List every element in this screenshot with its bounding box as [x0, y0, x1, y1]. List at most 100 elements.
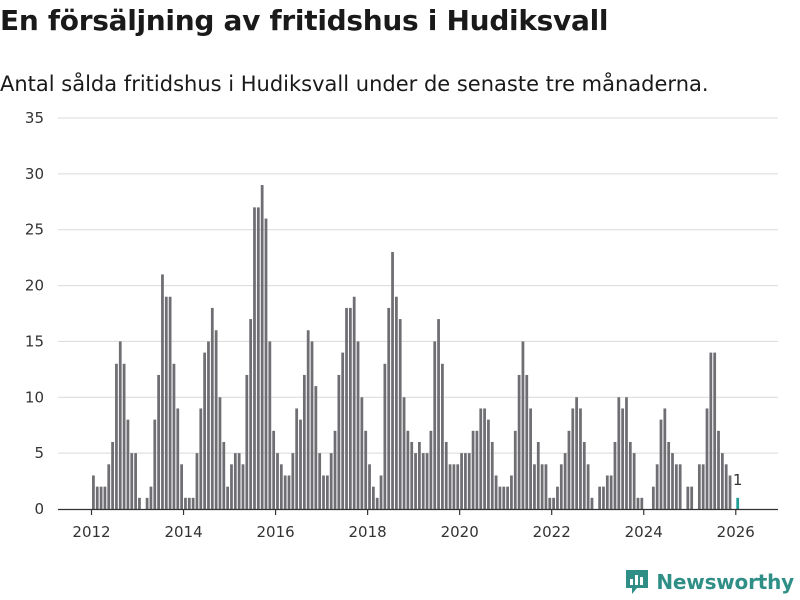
bar [728, 475, 732, 509]
bar [452, 464, 456, 509]
bar [341, 352, 345, 509]
bar [686, 486, 690, 509]
bar [471, 430, 475, 509]
bar [533, 464, 536, 509]
bar [701, 464, 705, 509]
bar [590, 497, 594, 509]
bar [379, 475, 383, 509]
bar [387, 307, 391, 509]
bar [671, 453, 674, 509]
bar [260, 185, 264, 509]
bar [333, 430, 337, 509]
bar [268, 341, 272, 509]
bar [249, 319, 253, 509]
bar [222, 441, 226, 509]
bar [456, 464, 460, 509]
bar [609, 475, 613, 509]
bar [395, 296, 398, 509]
bar [92, 475, 95, 509]
y-tick-label: 15 [25, 332, 44, 350]
bar [460, 453, 463, 509]
bar [103, 486, 107, 509]
bar [184, 497, 187, 509]
bar [272, 430, 276, 509]
y-tick-label: 30 [25, 165, 44, 183]
bar [310, 341, 314, 509]
x-tick-label: 2026 [717, 523, 755, 541]
y-tick-label: 10 [25, 388, 44, 406]
bar [448, 464, 452, 509]
bar [95, 486, 99, 509]
chart-title: En försäljning av fritidshus i Hudiksval… [0, 4, 609, 37]
bar [195, 453, 199, 509]
bar [291, 453, 295, 509]
bar [237, 453, 241, 509]
bar [314, 386, 318, 509]
bar [368, 464, 371, 509]
x-tick-label: 2024 [625, 523, 663, 541]
bar-latest [736, 497, 740, 509]
bar [690, 486, 694, 509]
bar [383, 363, 387, 509]
bar [640, 497, 644, 509]
bar [402, 397, 406, 509]
bar [414, 453, 417, 509]
bar [164, 296, 168, 509]
bar [525, 374, 529, 509]
bar [276, 453, 279, 509]
bar [391, 252, 394, 510]
bar [717, 430, 720, 509]
bar [295, 408, 299, 509]
bar [253, 207, 256, 509]
bar [674, 464, 678, 509]
bar [517, 374, 521, 509]
x-tick-label: 2014 [164, 523, 202, 541]
bar [410, 441, 414, 509]
bar [437, 319, 440, 509]
bar [118, 341, 122, 509]
bar [107, 464, 111, 509]
bar [502, 486, 506, 509]
bar [233, 453, 237, 509]
bar [153, 419, 157, 509]
brand-name: Newsworthy [656, 570, 794, 594]
bar [498, 486, 502, 509]
bar [245, 374, 249, 509]
bar [230, 464, 233, 509]
bar [337, 374, 341, 509]
bar [264, 218, 268, 510]
bar [149, 486, 153, 509]
bar [214, 330, 218, 509]
bar [226, 486, 230, 509]
bar [678, 464, 682, 509]
bar [705, 408, 709, 509]
bar [490, 441, 494, 509]
bar [302, 374, 306, 509]
bar [126, 419, 130, 509]
bar [172, 363, 176, 509]
bar [475, 430, 479, 509]
bar [529, 408, 532, 509]
bar [483, 408, 486, 509]
x-tick-label: 2012 [72, 523, 110, 541]
bar [429, 430, 433, 509]
bar [325, 475, 329, 509]
bar [329, 453, 333, 509]
bar [360, 397, 364, 509]
bar [364, 430, 368, 509]
bar [375, 497, 379, 509]
bar [467, 453, 471, 509]
bar [356, 341, 360, 509]
x-tick-label: 2022 [533, 523, 571, 541]
bar [663, 408, 667, 509]
x-tick-label: 2020 [441, 523, 479, 541]
bar [724, 464, 728, 509]
bar [636, 497, 640, 509]
bar [444, 441, 448, 509]
bar [720, 453, 724, 509]
bar [138, 497, 141, 509]
bar [513, 430, 517, 509]
bar [348, 307, 352, 509]
bar [111, 441, 114, 509]
y-tick-label: 25 [25, 221, 44, 239]
